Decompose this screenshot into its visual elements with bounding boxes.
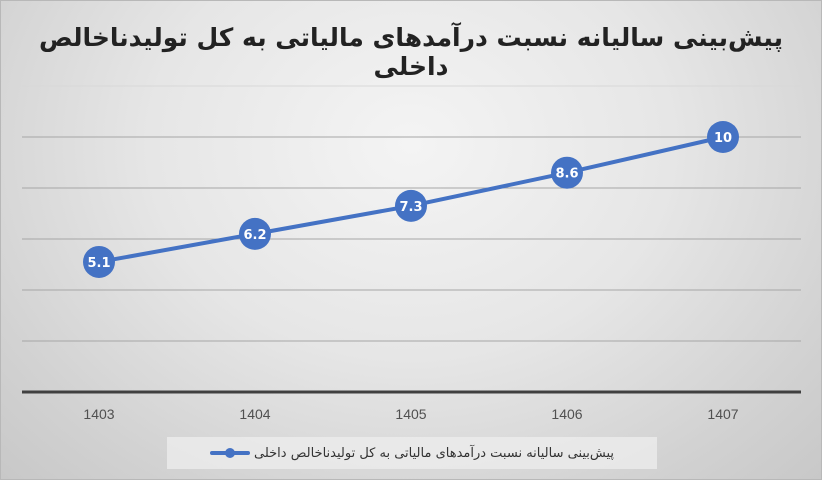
x-axis-labels: 1403 1404 1405 1406 1407 [83, 406, 738, 422]
chart-title: پیش‌بینی سالیانه نسبت درآمدهای مالیاتی ب… [39, 23, 783, 81]
data-point: 7.3 [395, 189, 427, 222]
marker-circle-icon [395, 189, 427, 222]
data-point: 10 [707, 121, 739, 153]
data-label: 8.6 [555, 167, 578, 182]
marker-circle-icon [83, 245, 115, 278]
legend-label: پیش‌بینی سالیانه نسبت درآمدهای مالیاتی ب… [253, 445, 615, 461]
legend: پیش‌بینی سالیانه نسبت درآمدهای مالیاتی ب… [167, 437, 657, 469]
x-tick-label: 1405 [395, 406, 426, 422]
marker-circle-icon [707, 121, 739, 153]
marker-circle-icon [239, 217, 271, 250]
x-tick-label: 1407 [707, 406, 738, 422]
legend-line-marker-icon [209, 448, 250, 458]
x-tick-label: 1403 [83, 406, 114, 422]
data-label: 5.1 [87, 256, 110, 271]
data-point: 6.2 [239, 217, 271, 250]
data-label: 7.3 [399, 200, 422, 215]
data-label: 6.2 [243, 228, 266, 243]
x-tick-label: 1406 [551, 406, 582, 422]
data-markers: 5.1 6.2 7.3 8.6 10 [83, 121, 739, 278]
data-point: 8.6 [551, 156, 583, 189]
data-point: 5.1 [83, 245, 115, 278]
x-tick-label: 1404 [239, 406, 270, 422]
gridlines [22, 85, 801, 342]
data-label: 10 [714, 131, 732, 146]
marker-circle-icon [551, 156, 583, 189]
